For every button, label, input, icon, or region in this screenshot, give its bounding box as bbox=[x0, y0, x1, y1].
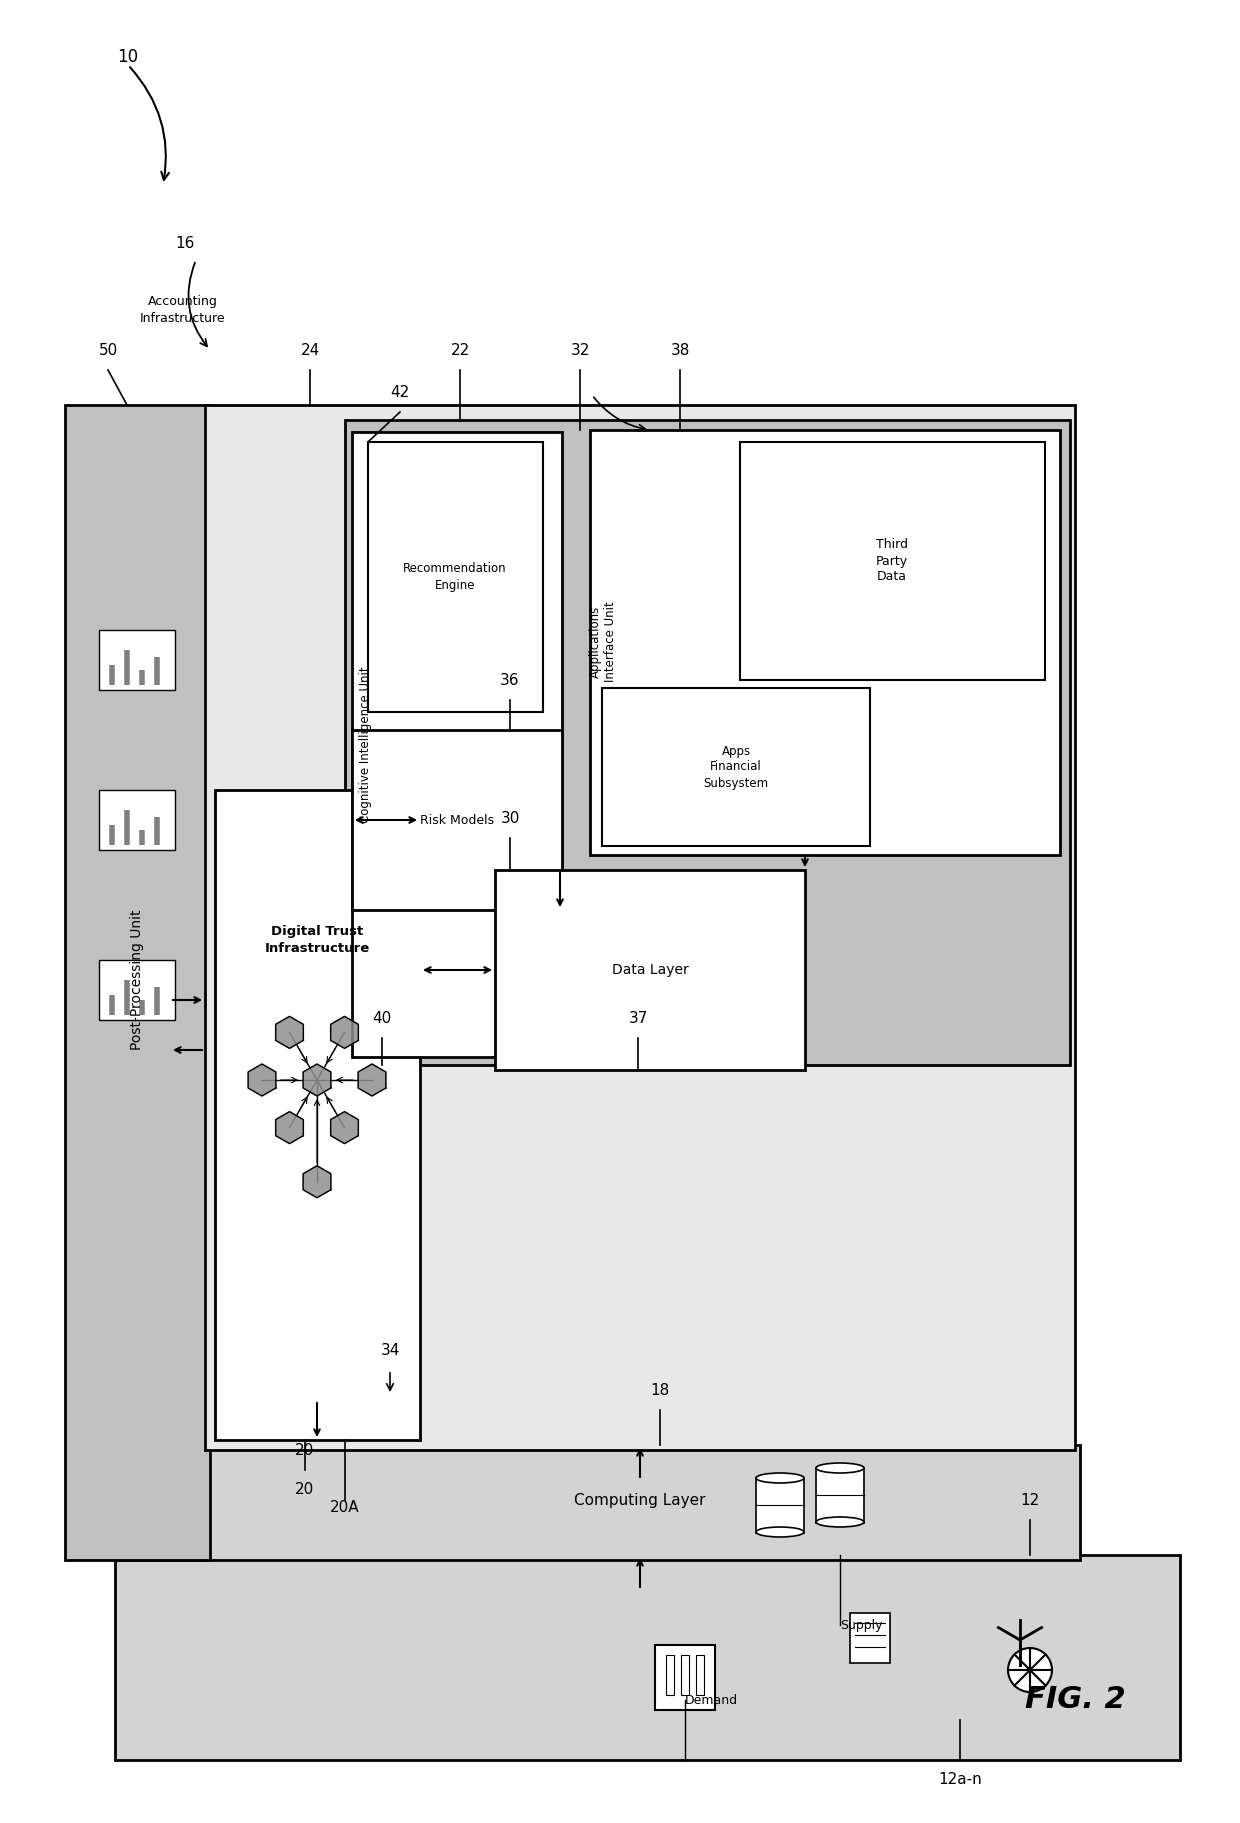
Text: Applications
Interface Unit: Applications Interface Unit bbox=[589, 602, 618, 682]
Ellipse shape bbox=[816, 1517, 864, 1528]
Bar bbox=[99, 961, 175, 1021]
FancyArrowPatch shape bbox=[130, 67, 169, 180]
Polygon shape bbox=[331, 1112, 358, 1143]
Bar bbox=[756, 1478, 804, 1533]
Text: 20: 20 bbox=[295, 1444, 315, 1458]
Text: Digital Trust
Infrastructure: Digital Trust Infrastructure bbox=[264, 924, 370, 955]
Bar bbox=[495, 870, 805, 1070]
Polygon shape bbox=[303, 1065, 331, 1096]
Text: Computing Layer: Computing Layer bbox=[574, 1493, 706, 1508]
Text: 18: 18 bbox=[650, 1384, 670, 1398]
Text: Third
Party
Data: Third Party Data bbox=[875, 538, 908, 583]
Text: 42: 42 bbox=[391, 385, 409, 399]
Text: 40: 40 bbox=[372, 1012, 392, 1026]
Polygon shape bbox=[248, 1065, 275, 1096]
Text: 20A: 20A bbox=[330, 1500, 360, 1515]
Bar bbox=[205, 405, 1075, 1449]
Text: 24: 24 bbox=[300, 343, 320, 357]
Bar bbox=[849, 1613, 890, 1663]
Ellipse shape bbox=[756, 1473, 804, 1482]
Bar bbox=[666, 1655, 675, 1695]
Bar bbox=[64, 405, 210, 1560]
Bar bbox=[816, 1468, 864, 1522]
Bar bbox=[368, 441, 543, 713]
Text: 10: 10 bbox=[118, 47, 139, 66]
Text: 16: 16 bbox=[175, 235, 195, 252]
Text: Post-Processing Unit: Post-Processing Unit bbox=[130, 910, 144, 1050]
Text: 20: 20 bbox=[295, 1482, 315, 1497]
Text: 50: 50 bbox=[98, 343, 118, 357]
Bar bbox=[215, 789, 420, 1440]
Bar bbox=[655, 1644, 715, 1710]
Text: Risk Models: Risk Models bbox=[420, 813, 494, 826]
Bar bbox=[740, 441, 1045, 680]
FancyArrowPatch shape bbox=[387, 1373, 393, 1391]
Bar bbox=[99, 631, 175, 689]
Bar bbox=[696, 1655, 704, 1695]
Circle shape bbox=[1008, 1648, 1052, 1692]
Text: 34: 34 bbox=[381, 1344, 399, 1358]
Text: 12a-n: 12a-n bbox=[939, 1772, 982, 1787]
Text: Cognitive Intelligence Unit: Cognitive Intelligence Unit bbox=[358, 667, 372, 824]
Text: 30: 30 bbox=[500, 811, 520, 826]
Bar bbox=[115, 1555, 1180, 1759]
Text: 38: 38 bbox=[671, 343, 689, 357]
Bar bbox=[99, 789, 175, 850]
Text: 12: 12 bbox=[1021, 1493, 1039, 1508]
FancyArrowPatch shape bbox=[188, 263, 207, 346]
Polygon shape bbox=[303, 1165, 331, 1198]
Bar bbox=[115, 1446, 1080, 1560]
Polygon shape bbox=[275, 1017, 304, 1048]
Ellipse shape bbox=[756, 1528, 804, 1537]
Text: Demand: Demand bbox=[684, 1694, 738, 1706]
Bar bbox=[352, 432, 562, 1057]
FancyArrowPatch shape bbox=[594, 397, 646, 432]
Text: Supply: Supply bbox=[839, 1619, 883, 1632]
Text: Apps
Financial
Subsystem: Apps Financial Subsystem bbox=[703, 744, 769, 789]
Polygon shape bbox=[358, 1065, 386, 1096]
Text: 36: 36 bbox=[500, 673, 520, 687]
Bar bbox=[590, 430, 1060, 855]
Bar bbox=[345, 419, 1070, 1065]
Polygon shape bbox=[331, 1017, 358, 1048]
Text: FIG. 2: FIG. 2 bbox=[1024, 1686, 1126, 1714]
Text: 22: 22 bbox=[450, 343, 470, 357]
Text: 37: 37 bbox=[629, 1012, 647, 1026]
Text: Data Layer: Data Layer bbox=[611, 963, 688, 977]
Bar bbox=[352, 729, 562, 910]
Polygon shape bbox=[275, 1112, 304, 1143]
Ellipse shape bbox=[816, 1464, 864, 1473]
Bar bbox=[601, 687, 870, 846]
Bar bbox=[681, 1655, 689, 1695]
Text: Accounting
Infrastructure: Accounting Infrastructure bbox=[140, 295, 226, 324]
Text: Recommendation
Engine: Recommendation Engine bbox=[403, 563, 507, 591]
Text: 32: 32 bbox=[570, 343, 590, 357]
